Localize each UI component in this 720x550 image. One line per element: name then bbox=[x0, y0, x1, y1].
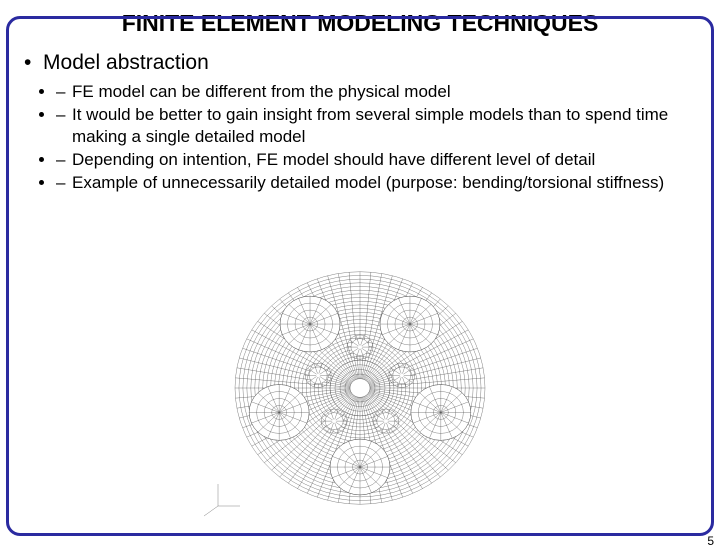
sub-bullet-list: FE model can be different from the physi… bbox=[56, 81, 698, 193]
list-item: It would be better to gain insight from … bbox=[56, 104, 698, 147]
fe-mesh-figure bbox=[180, 248, 540, 528]
list-item: Depending on intention, FE model should … bbox=[56, 149, 698, 170]
list-item: FE model can be different from the physi… bbox=[56, 81, 698, 102]
mesh-svg bbox=[180, 248, 540, 528]
list-item: Example of unnecessarily detailed model … bbox=[56, 172, 698, 193]
page-number: 5 bbox=[707, 534, 714, 548]
